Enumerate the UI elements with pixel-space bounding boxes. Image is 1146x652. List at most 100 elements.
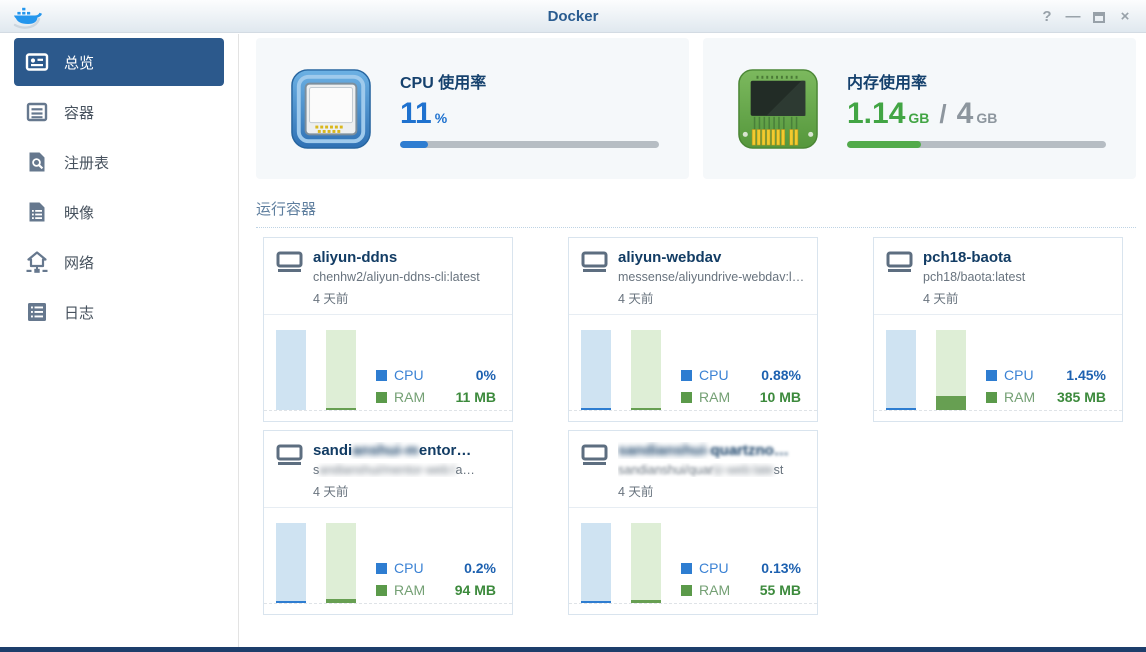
container-card-header: pch18-baota pch18/baota:latest 4 天前 — [874, 238, 1122, 315]
cpu-stat-value: 0.2% — [464, 560, 496, 576]
container-image: chenhw2/aliyun-ddns-cli:latest — [313, 270, 480, 284]
container-monitor-icon — [886, 251, 913, 272]
ram-legend-row: RAM 94 MB — [376, 579, 496, 601]
sidebar-item-label: 注册表 — [64, 154, 110, 172]
maximize-button[interactable] — [1086, 0, 1112, 33]
container-card-text: sandianshui-mentor… sandianshui/mentor-w… — [313, 442, 500, 499]
cpu-stat-value: 0.13% — [761, 560, 801, 576]
container-card-pch18-baota[interactable]: pch18-baota pch18/baota:latest 4 天前 CPU … — [873, 237, 1123, 422]
container-card-aliyun-webdav[interactable]: aliyun-webdav messense/aliyundrive-webda… — [568, 237, 818, 422]
cpu-bar — [581, 523, 611, 603]
sidebar-item-label: 映像 — [64, 204, 95, 222]
cpu-chip-icon — [291, 68, 371, 149]
container-monitor-icon — [581, 251, 608, 272]
cpu-stat-value: 0% — [475, 367, 496, 383]
ram-legend-row: RAM 55 MB — [681, 579, 801, 601]
container-monitor-icon — [276, 444, 303, 465]
cpu-usage-card: CPU 使用率 11 % — [256, 38, 689, 179]
sidebar-item-overview[interactable]: 总览 — [14, 38, 224, 86]
container-card-sandianshui-mentor[interactable]: sandianshui-mentor… sandianshui/mentor-w… — [263, 430, 513, 615]
chart-baseline — [264, 603, 512, 604]
window-controls: ? — × — [1034, 0, 1138, 33]
container-card-stats: CPU 0% RAM 11 MB — [264, 315, 512, 421]
cpu-title: CPU 使用率 — [400, 75, 487, 92]
cpu-label: CPU — [394, 560, 424, 576]
container-name: pch18-baota — [923, 249, 1012, 266]
memory-progress-fill — [847, 141, 921, 148]
ram-stat-value: 55 MB — [759, 582, 801, 598]
cpu-swatch-icon — [376, 562, 387, 574]
container-image: sandianshui/quartz-web:latest — [618, 463, 784, 477]
cpu-progressbar — [400, 141, 659, 148]
ram-legend-row: RAM 11 MB — [376, 386, 496, 408]
ram-stat-value: 385 MB — [1056, 389, 1106, 405]
sidebar-item-label: 日志 — [64, 304, 95, 322]
cpu-unit: % — [434, 110, 448, 126]
cpu-stat-value: 1.45% — [1066, 367, 1106, 383]
container-card-text: sandianshui-quartzno… sandianshui/quartz… — [618, 442, 805, 499]
ram-legend-row: RAM 10 MB — [681, 386, 801, 408]
ram-bar — [936, 330, 966, 410]
memory-separator: / — [939, 99, 947, 129]
ram-label: RAM — [394, 582, 426, 598]
main-content: CPU 使用率 11 % — [240, 34, 1146, 647]
ram-stat-value: 94 MB — [454, 582, 496, 598]
cpu-stat-value: 0.88% — [761, 367, 801, 383]
titlebar: Docker ? — × — [0, 0, 1146, 33]
stats-row: CPU 使用率 11 % — [256, 38, 1136, 179]
ram-label: RAM — [699, 389, 731, 405]
container-age: 4 天前 — [923, 292, 959, 306]
cpu-legend-row: CPU 0% — [376, 364, 496, 386]
container-image: pch18/baota:latest — [923, 270, 1026, 284]
cpu-swatch-icon — [986, 369, 997, 381]
container-card-stats: CPU 0.13% RAM 55 MB — [569, 508, 817, 614]
cpu-label: CPU — [699, 560, 729, 576]
ram-legend-row: RAM 385 MB — [986, 386, 1106, 408]
cpu-info: CPU 使用率 11 % — [400, 69, 659, 148]
ram-label: RAM — [1004, 389, 1036, 405]
memory-progressbar — [847, 141, 1106, 148]
container-age: 4 天前 — [313, 485, 349, 499]
container-card-aliyun-ddns[interactable]: aliyun-ddns chenhw2/aliyun-ddns-cli:late… — [263, 237, 513, 422]
container-icon — [25, 100, 49, 124]
log-icon — [25, 300, 49, 324]
container-card-header: aliyun-ddns chenhw2/aliyun-ddns-cli:late… — [264, 238, 512, 315]
container-image: messense/aliyundrive-webdav:l… — [618, 270, 805, 284]
ram-stat-value: 11 MB — [455, 389, 496, 405]
cpu-label: CPU — [1004, 367, 1034, 383]
container-card-text: aliyun-webdav messense/aliyundrive-webda… — [618, 249, 805, 306]
chart-baseline — [569, 410, 817, 411]
minimize-button[interactable]: — — [1065, 8, 1081, 25]
ram-label: RAM — [394, 389, 426, 405]
cpu-progress-fill — [400, 141, 429, 148]
memory-total-unit: GB — [976, 110, 998, 126]
container-name: aliyun-ddns — [313, 249, 398, 266]
container-card-sandianshui-quartz[interactable]: sandianshui-quartzno… sandianshui/quartz… — [568, 430, 818, 615]
cpu-swatch-icon — [376, 369, 387, 381]
sidebar-item-registry[interactable]: 注册表 — [14, 138, 224, 186]
memory-used-unit: GB — [908, 110, 930, 126]
cpu-value: 11 — [400, 97, 432, 130]
memory-usage-card: 内存使用率 1.14 GB / 4 GB — [703, 38, 1136, 179]
sidebar-item-network[interactable]: 网络 — [14, 238, 224, 286]
network-icon — [25, 250, 49, 274]
ram-bar — [631, 523, 661, 603]
sidebar-item-log[interactable]: 日志 — [14, 288, 224, 336]
container-card-header: aliyun-webdav messense/aliyundrive-webda… — [569, 238, 817, 315]
ram-swatch-icon — [986, 391, 997, 403]
cpu-swatch-icon — [681, 562, 692, 574]
ram-swatch-icon — [376, 391, 387, 403]
sidebar-item-container[interactable]: 容器 — [14, 88, 224, 136]
cpu-swatch-icon — [681, 369, 692, 381]
cpu-label: CPU — [699, 367, 729, 383]
sidebar-item-label: 总览 — [64, 54, 95, 72]
sidebar-item-image[interactable]: 映像 — [14, 188, 224, 236]
close-button[interactable]: × — [1120, 8, 1130, 25]
stats-legend: CPU 0.88% RAM 10 MB — [681, 364, 801, 408]
container-name: sandianshui-quartzno… — [618, 442, 789, 459]
cpu-bar — [276, 330, 306, 410]
container-card-stats: CPU 0.2% RAM 94 MB — [264, 508, 512, 614]
stats-legend: CPU 0% RAM 11 MB — [376, 364, 496, 408]
chart-baseline — [264, 410, 512, 411]
help-button[interactable]: ? — [1042, 8, 1052, 25]
